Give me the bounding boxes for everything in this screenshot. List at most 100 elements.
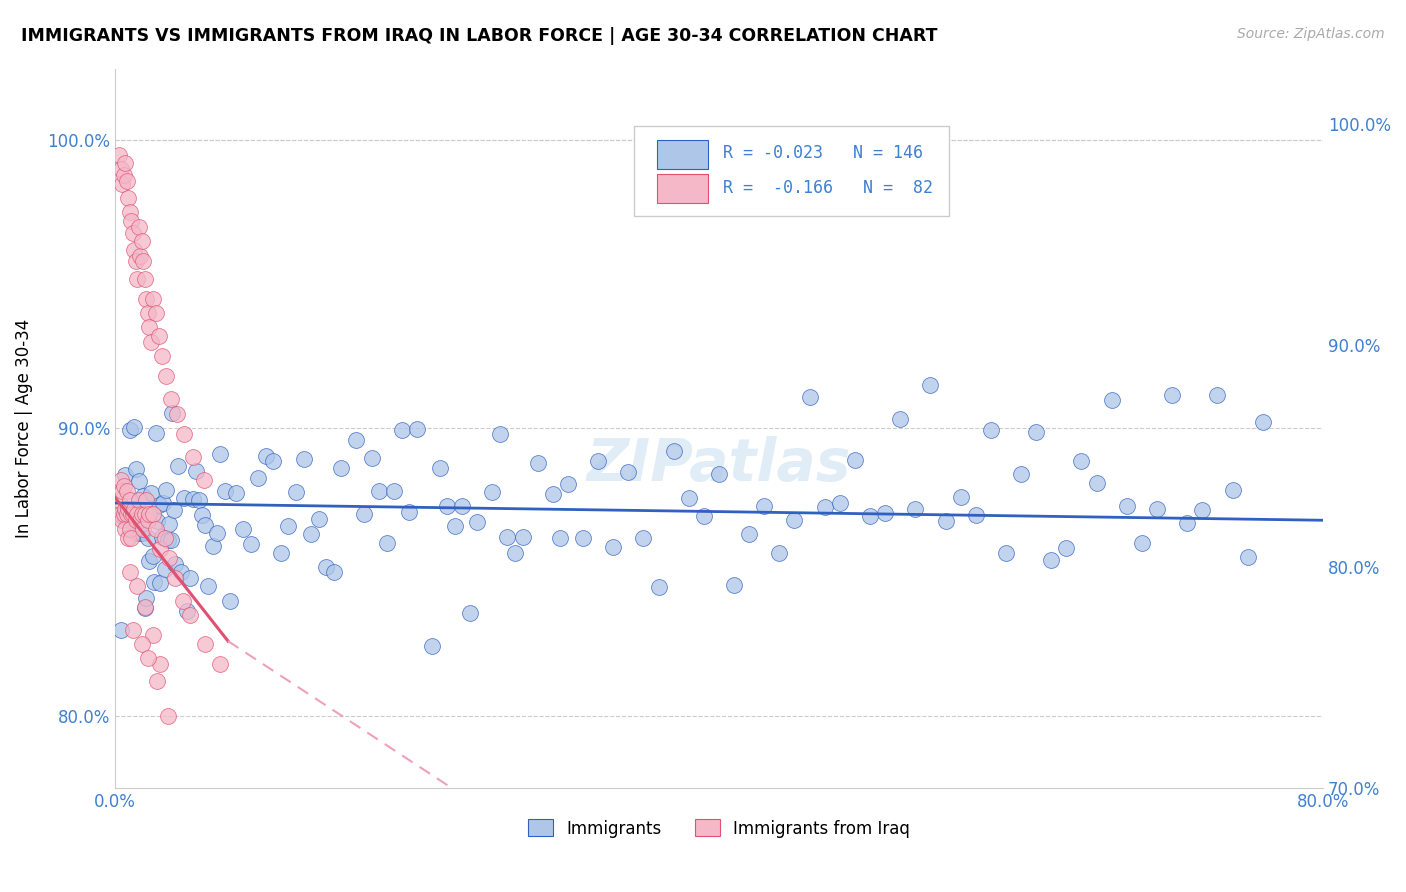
Point (131, 234, 153, 248)
Point (934, 514, 956, 528)
Point (262, 454, 284, 468)
Point (904, 502, 927, 516)
Point (209, 448, 232, 462)
Point (117, 191, 139, 205)
Point (129, 513, 152, 527)
Point (980, 423, 1002, 437)
Point (738, 526, 761, 541)
Point (277, 518, 299, 533)
Point (149, 657, 172, 672)
Point (270, 546, 292, 560)
Point (191, 508, 214, 523)
Point (197, 579, 219, 593)
Point (1085, 476, 1108, 491)
Point (131, 526, 153, 541)
Point (111, 508, 134, 523)
Point (146, 674, 169, 689)
Point (398, 505, 420, 519)
Point (149, 541, 172, 556)
Point (155, 369, 177, 384)
Point (149, 575, 172, 590)
Point (443, 519, 465, 533)
Point (285, 485, 308, 500)
Point (420, 639, 443, 653)
Point (859, 509, 882, 524)
Point (118, 565, 141, 579)
FancyBboxPatch shape (658, 174, 709, 203)
Point (783, 513, 806, 527)
Point (889, 412, 911, 426)
Text: Source: ZipAtlas.com: Source: ZipAtlas.com (1237, 27, 1385, 41)
Point (132, 489, 155, 503)
Point (124, 501, 146, 516)
Point (141, 508, 163, 522)
Point (114, 156, 136, 170)
Point (122, 508, 145, 522)
Point (541, 487, 564, 501)
Point (194, 517, 217, 532)
Point (1010, 467, 1032, 482)
Point (346, 433, 368, 447)
Point (111, 177, 134, 191)
Point (586, 454, 609, 468)
Point (138, 320, 160, 334)
Point (165, 557, 187, 571)
Point (138, 554, 160, 568)
Point (481, 485, 503, 500)
Point (153, 531, 176, 545)
Point (156, 533, 179, 547)
Point (141, 628, 163, 642)
Point (122, 514, 145, 528)
Point (678, 491, 700, 505)
Point (150, 349, 173, 363)
Point (114, 468, 136, 483)
Point (125, 254, 148, 268)
Point (550, 531, 572, 545)
Point (111, 484, 134, 499)
Point (110, 623, 132, 637)
Point (108, 148, 131, 162)
Point (128, 219, 150, 234)
Point (112, 508, 135, 522)
Point (118, 205, 141, 219)
Point (194, 637, 217, 651)
Point (153, 561, 176, 575)
Point (145, 425, 167, 440)
Point (353, 507, 375, 521)
Point (120, 508, 142, 522)
Point (994, 546, 1017, 560)
Point (114, 522, 136, 536)
Point (159, 392, 181, 407)
Point (108, 493, 131, 508)
Point (118, 493, 141, 508)
Point (315, 560, 337, 574)
Point (193, 473, 215, 487)
Point (617, 465, 640, 479)
Point (131, 637, 153, 651)
Point (602, 541, 624, 555)
Point (139, 334, 162, 349)
Point (146, 514, 169, 528)
Point (375, 536, 398, 550)
Point (754, 499, 776, 513)
Point (1025, 425, 1047, 440)
Point (160, 406, 183, 420)
Point (308, 512, 330, 526)
Point (134, 599, 156, 614)
Point (186, 464, 208, 478)
Point (247, 471, 270, 485)
Point (110, 473, 132, 487)
Point (155, 483, 177, 497)
Point (148, 499, 170, 513)
Point (117, 501, 139, 516)
Point (139, 485, 162, 500)
Point (1222, 483, 1244, 497)
Point (572, 531, 595, 545)
Point (163, 502, 186, 516)
Point (173, 426, 195, 441)
Point (436, 499, 458, 513)
Point (134, 601, 156, 615)
FancyBboxPatch shape (658, 140, 709, 169)
Point (1161, 388, 1184, 402)
Point (496, 531, 519, 545)
